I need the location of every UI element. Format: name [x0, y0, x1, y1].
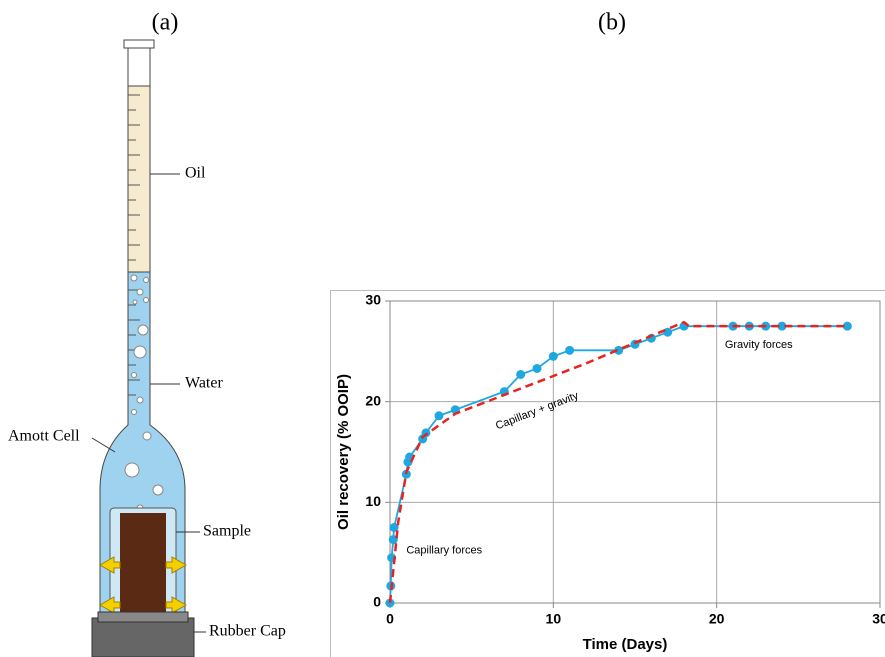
- x-tick-label: 30: [872, 611, 885, 627]
- panel-label: (b): [598, 10, 626, 36]
- chart: 0 10 20 30 0 10 20 30 Time (Days) Oil recovery (%…: [335, 292, 885, 653]
- cap-rim: [97, 611, 189, 623]
- annotation: Gravity forces: [725, 339, 793, 351]
- data-point: [842, 321, 852, 331]
- rubber-cap: [91, 617, 195, 657]
- amott-cell-diagram: Oil Water Amott Cell Sample Rubber Cap: [8, 39, 286, 657]
- plot-border: [389, 300, 881, 604]
- data-point: [401, 469, 411, 479]
- x-axis-label: Time (Days): [583, 636, 668, 653]
- data-point: [614, 345, 624, 355]
- tube-top: [127, 47, 151, 87]
- sample-core: [120, 513, 166, 618]
- y-tick-label: 20: [365, 392, 381, 408]
- data-point: [663, 327, 673, 337]
- diagram-label: Water: [185, 375, 223, 392]
- bubbles: [124, 274, 164, 512]
- diagram-label: Sample: [203, 523, 251, 540]
- chart-frame: [330, 290, 885, 657]
- graduations: [128, 94, 140, 396]
- data-point: [434, 411, 444, 421]
- y-tick-label: 0: [373, 594, 381, 610]
- data-point: [548, 351, 558, 361]
- data-point: [389, 523, 399, 532]
- annotation: Capillary forces: [406, 545, 482, 557]
- oil-column: [127, 85, 151, 273]
- x-tick-label: 0: [386, 611, 394, 627]
- y-tick-label: 10: [365, 493, 381, 509]
- x-tick-label: 10: [546, 611, 562, 627]
- data-point: [565, 345, 575, 355]
- panel-label: (a): [152, 10, 179, 36]
- diagram-label: Rubber Cap: [209, 623, 286, 640]
- data-line: [388, 320, 848, 604]
- diagram-label: Amott Cell: [8, 428, 80, 445]
- data-point: [777, 321, 787, 331]
- leader-lines: [91, 173, 206, 633]
- y-axis-label: Oil recovery (% OOIP): [335, 374, 352, 530]
- data-point: [516, 369, 526, 379]
- diagram-label: Oil: [185, 165, 206, 182]
- x-tick-label: 20: [709, 611, 725, 627]
- data-point: [532, 363, 542, 373]
- y-tick-label: 30: [365, 292, 381, 308]
- tube-lip: [123, 39, 155, 49]
